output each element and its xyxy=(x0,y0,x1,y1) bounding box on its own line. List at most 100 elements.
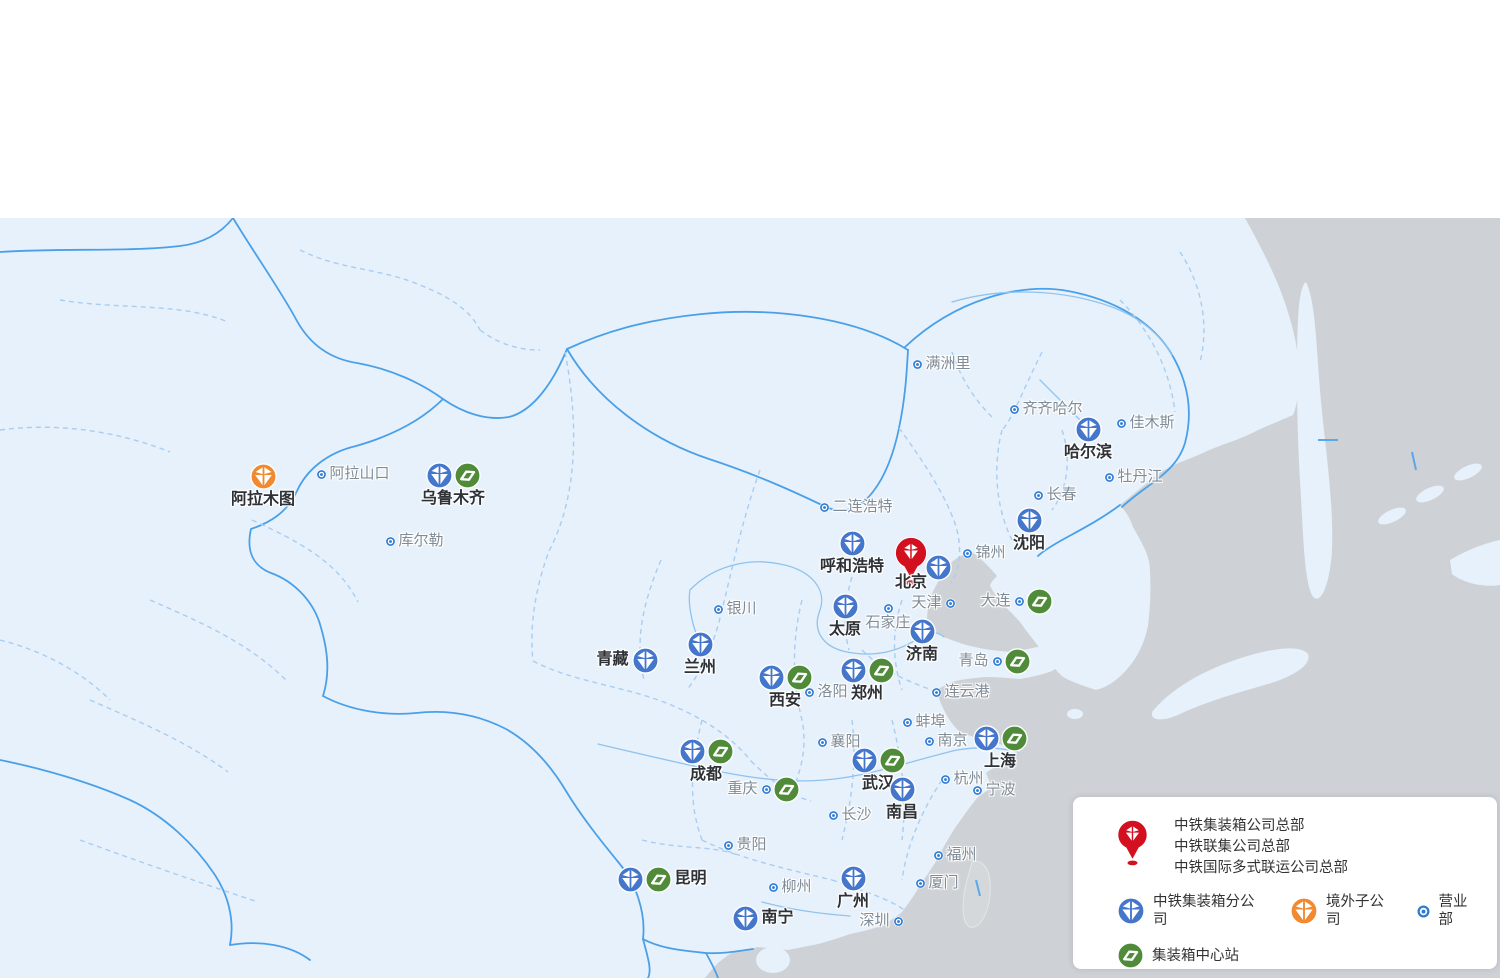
branch-icon xyxy=(1075,416,1102,443)
branch-icon xyxy=(1117,897,1145,925)
city-label-哈尔滨: 哈尔滨 xyxy=(1063,443,1113,461)
terminal-icon xyxy=(454,462,481,489)
office-dot-icon xyxy=(1416,904,1431,919)
city-label-长春: 长春 xyxy=(1046,485,1077,503)
terminal-icon xyxy=(879,747,906,774)
branch-icon xyxy=(889,776,916,803)
city-label-佳木斯: 佳木斯 xyxy=(1129,413,1175,431)
city-label-青藏: 青藏 xyxy=(596,651,629,669)
branch-icon xyxy=(632,647,659,674)
city-南宁: 南宁 xyxy=(732,905,794,932)
city-深圳: 深圳 xyxy=(859,912,904,928)
city-长春: 长春 xyxy=(1033,486,1077,502)
office-icon xyxy=(902,717,913,728)
office-icon xyxy=(1009,404,1020,415)
branch-icon xyxy=(973,725,1000,752)
city-label-昆明: 昆明 xyxy=(674,870,707,888)
legend-overseas-group: 境外子公司 xyxy=(1290,893,1394,929)
city-库尔勒: 库尔勒 xyxy=(385,532,444,548)
city-石家庄: 石家庄 xyxy=(865,603,911,630)
city-青藏: 青藏 xyxy=(596,647,659,674)
city-label-银川: 银川 xyxy=(726,599,757,617)
terminal-icon xyxy=(1001,725,1028,752)
office-icon xyxy=(992,656,1003,667)
branch-icon xyxy=(840,865,867,892)
city-label-南宁: 南宁 xyxy=(761,909,794,927)
city-label-呼和浩特: 呼和浩特 xyxy=(819,557,885,575)
city-label-锦州: 锦州 xyxy=(975,543,1006,561)
legend-hq-line-2: 中铁联集公司总部 xyxy=(1174,839,1290,855)
city-广州: 广州 xyxy=(837,865,869,910)
city-青岛: 青岛 xyxy=(958,648,1031,675)
office-icon xyxy=(940,774,951,785)
office-icon xyxy=(817,737,828,748)
city-label-库尔勒: 库尔勒 xyxy=(398,531,444,549)
kuril-island-1 xyxy=(1378,507,1406,525)
city-label-襄阳: 襄阳 xyxy=(830,732,861,750)
sea-marks xyxy=(975,439,1417,897)
city-呼和浩特: 呼和浩特 xyxy=(820,530,884,575)
city-牡丹江: 牡丹江 xyxy=(1104,468,1163,484)
legend-hq-line-1: 中铁集装箱公司总部 xyxy=(1174,818,1305,834)
city-label-二连浩特: 二连浩特 xyxy=(832,497,893,515)
kuril-island-2 xyxy=(1416,485,1444,503)
city-label-齐齐哈尔: 齐齐哈尔 xyxy=(1022,399,1083,417)
city-label-洛阳: 洛阳 xyxy=(817,682,848,700)
kuril-island-3 xyxy=(1454,463,1482,481)
city-label-牡丹江: 牡丹江 xyxy=(1117,467,1163,485)
city-label-广州: 广州 xyxy=(836,892,870,910)
office-icon xyxy=(1104,472,1115,483)
city-label-柳州: 柳州 xyxy=(781,877,812,895)
city-label-南京: 南京 xyxy=(937,731,968,749)
terminal-icon xyxy=(1004,648,1031,675)
city-label-重庆: 重庆 xyxy=(727,779,758,797)
city-佳木斯: 佳木斯 xyxy=(1116,414,1175,430)
office-icon xyxy=(883,603,894,614)
city-label-天津: 天津 xyxy=(911,593,942,611)
city-阿拉山口: 阿拉山口 xyxy=(316,465,390,481)
office-icon xyxy=(828,810,839,821)
legend-row-terminal: 集装箱中心站 xyxy=(1117,942,1479,969)
office-icon xyxy=(316,469,327,480)
city-武汉: 武汉 xyxy=(851,747,906,792)
branch-icon xyxy=(1016,507,1043,534)
branch-icon xyxy=(687,631,714,658)
branch-icon xyxy=(851,747,878,774)
city-郑州: 郑州 xyxy=(840,657,895,702)
legend-terminal-label: 集装箱中心站 xyxy=(1152,947,1239,964)
city-襄阳: 襄阳 xyxy=(817,733,861,749)
city-label-大连: 大连 xyxy=(980,591,1011,609)
city-label-连云港: 连云港 xyxy=(944,682,990,700)
city-银川: 银川 xyxy=(713,600,757,616)
city-济南: 济南 xyxy=(906,618,938,663)
legend-branch-label: 中铁集装箱分公司 xyxy=(1153,894,1255,928)
city-label-沈阳: 沈阳 xyxy=(1012,534,1046,552)
city-label-满洲里: 满洲里 xyxy=(925,354,971,372)
china-map: 阿拉木图 阿拉山口 乌鲁木齐 库尔勒 满洲里 齐齐哈尔 佳木斯 哈尔滨 牡丹江 长春 沈阳 二连浩特呼… xyxy=(0,218,1500,978)
city-label-石家庄: 石家庄 xyxy=(865,613,911,631)
branch-icon xyxy=(909,618,936,645)
office-icon xyxy=(1014,596,1025,607)
terminal-icon xyxy=(868,657,895,684)
office-icon xyxy=(819,502,830,513)
branch-icon xyxy=(617,866,644,893)
branch-icon xyxy=(832,593,859,620)
city-label-太原: 太原 xyxy=(828,620,862,638)
city-大连: 大连 xyxy=(980,588,1053,615)
office-icon xyxy=(768,882,779,893)
city-label-宁波: 宁波 xyxy=(985,780,1016,798)
office-icon xyxy=(962,548,973,559)
legend-hq-line-3: 中铁国际多式联运公司总部 xyxy=(1174,860,1348,876)
legend-row-hq: 中铁集装箱公司总部 中铁联集公司总部 中铁国际多式联运公司总部 xyxy=(1117,817,1479,877)
city-兰州: 兰州 xyxy=(684,631,716,676)
city-上海: 上海 xyxy=(973,725,1028,770)
city-阿拉木图: 阿拉木图 xyxy=(231,463,295,508)
city-label-深圳: 深圳 xyxy=(859,911,890,929)
city-label-阿拉木图: 阿拉木图 xyxy=(230,490,296,508)
city-长沙: 长沙 xyxy=(828,806,872,822)
office-icon xyxy=(804,687,815,698)
overseas-icon xyxy=(250,463,277,490)
japan-islands xyxy=(1151,648,1309,720)
